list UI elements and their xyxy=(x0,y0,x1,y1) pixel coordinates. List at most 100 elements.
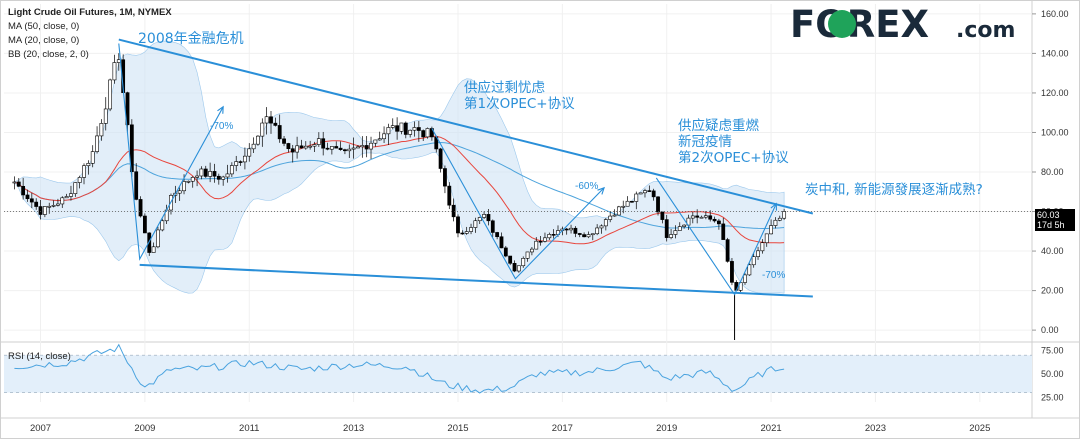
candle-body xyxy=(221,176,226,180)
candle-body xyxy=(138,199,143,217)
candle-body xyxy=(238,161,243,163)
arrow-drop-rise-1-head xyxy=(217,105,224,114)
candle-body xyxy=(499,236,504,249)
rsi-tick-label-2: 25.00 xyxy=(1041,392,1064,402)
candle-body xyxy=(673,230,678,235)
candle-body xyxy=(129,124,134,173)
candle-body xyxy=(90,151,95,164)
candle-body xyxy=(625,200,630,207)
candle-body xyxy=(664,219,669,238)
candle-body xyxy=(316,138,321,145)
candle-body xyxy=(547,234,552,239)
pct-label-2: -60% xyxy=(575,181,599,192)
candle-body xyxy=(356,146,360,149)
candle-body xyxy=(660,211,665,220)
candle-body xyxy=(599,225,604,229)
candle-body xyxy=(325,147,330,150)
indicator-ma50-label: MA (50, close, 0) xyxy=(8,21,80,32)
indicator-bb-label: BB (20, close, 2, 0) xyxy=(8,49,89,60)
candle-body xyxy=(751,256,756,266)
candle-body xyxy=(321,138,326,149)
last-price-tag: 60.03 17d 5h xyxy=(1035,209,1075,231)
candle-body xyxy=(108,79,113,110)
candle-body xyxy=(717,220,721,225)
candle-body xyxy=(99,123,104,137)
candle-body xyxy=(382,133,386,140)
candle-body xyxy=(582,234,586,238)
rsi-tick-label-1: 50.00 xyxy=(1041,369,1064,379)
candle-body xyxy=(234,161,239,166)
candle-body xyxy=(590,233,595,236)
candle-body xyxy=(656,196,660,213)
indicator-ma20-label: MA (20, close, 0) xyxy=(8,35,80,46)
candle-body xyxy=(77,177,82,183)
candle-body xyxy=(651,190,656,198)
annotation-supply-glut: 供应过剩忧虑 第1次OPEC+协议 xyxy=(464,80,575,112)
candle-body xyxy=(95,135,99,152)
candle-body xyxy=(216,175,221,180)
candle-body xyxy=(647,190,652,192)
x-tick-label-7: 2021 xyxy=(761,423,782,434)
candle-body xyxy=(699,216,704,219)
candle-body xyxy=(338,147,343,150)
y-tick-label-0: 160.00 xyxy=(1041,9,1069,19)
candle-body xyxy=(495,232,500,238)
y-tick-label-3: 100.00 xyxy=(1041,127,1069,137)
candle-body xyxy=(403,122,408,135)
annotation-supply-glut-line1: 供应过剩忧虑 xyxy=(464,80,545,96)
candle-body xyxy=(447,185,452,206)
candle-body xyxy=(521,258,526,267)
candle-body xyxy=(186,180,191,183)
candle-body xyxy=(247,148,252,157)
candle-body xyxy=(377,138,382,141)
annotation-covid-line2: 新冠疫情 xyxy=(678,134,732,150)
candle-body xyxy=(643,190,647,194)
candle-body xyxy=(12,181,17,184)
annotation-covid-line3: 第2次OPEC+协议 xyxy=(678,150,789,166)
candle-body xyxy=(669,234,673,238)
candle-body xyxy=(160,220,165,231)
candle-body xyxy=(203,168,208,177)
y-tick-label-2: 120.00 xyxy=(1041,88,1069,98)
candle-body xyxy=(16,181,21,187)
annotation-carbon-neutral: 炭中和, 新能源發展逐渐成熟? xyxy=(805,182,983,198)
candle-body xyxy=(343,149,347,152)
ma20-line xyxy=(14,135,785,245)
last-price-countdown: 17d 5h xyxy=(1037,220,1065,230)
candle-body xyxy=(460,232,465,235)
candle-body xyxy=(177,190,182,194)
x-tick-label-8: 2023 xyxy=(865,423,886,434)
trend-line-0 xyxy=(118,38,814,215)
annotation-2008-crisis: 2008年金融危机 xyxy=(138,31,244,47)
candle-body xyxy=(482,214,486,218)
last-price-value: 60.03 xyxy=(1037,210,1060,220)
candle-body xyxy=(156,229,160,248)
candle-body xyxy=(56,203,60,206)
candle-body xyxy=(229,165,234,175)
candle-body xyxy=(260,122,265,137)
candle-body xyxy=(769,225,773,235)
candle-body xyxy=(399,122,404,132)
candle-body xyxy=(395,125,400,132)
candle-body xyxy=(308,145,313,148)
candle-body xyxy=(469,227,473,232)
candle-body xyxy=(564,228,569,231)
candle-body xyxy=(712,218,717,222)
candle-body xyxy=(569,227,573,231)
candle-body xyxy=(195,175,199,178)
candle-body xyxy=(390,125,395,128)
candle-body xyxy=(360,145,365,148)
candle-body xyxy=(695,215,700,218)
logo-brand-suffix: .com xyxy=(956,18,1015,43)
candle-body xyxy=(408,129,413,135)
logo-brand-main: FOREX xyxy=(790,4,929,44)
candle-body xyxy=(286,143,291,150)
candle-body xyxy=(282,138,286,144)
candle-body xyxy=(634,193,639,202)
rsi-tick-label-0: 75.00 xyxy=(1041,346,1064,356)
candle-body xyxy=(60,197,65,205)
candle-body xyxy=(112,62,117,81)
candle-body xyxy=(347,148,352,152)
candle-body xyxy=(299,145,304,149)
